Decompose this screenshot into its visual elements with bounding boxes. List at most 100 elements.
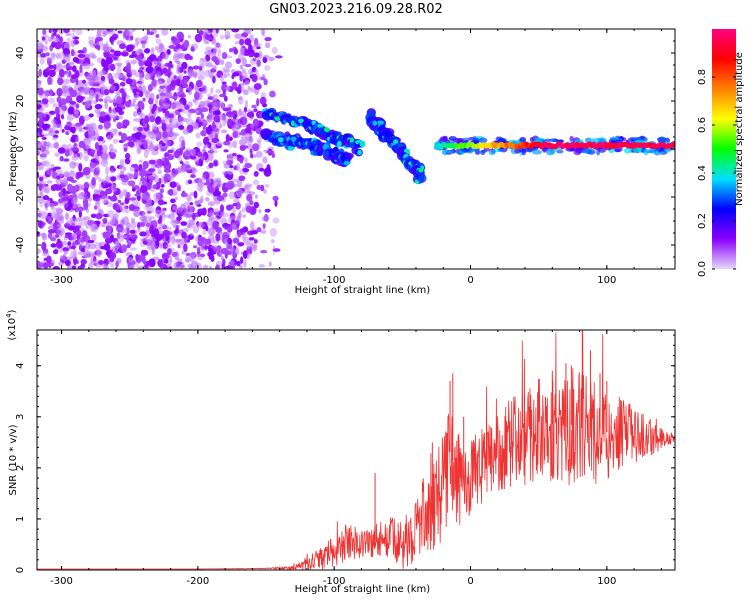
heatmap-cell xyxy=(76,234,80,241)
heatmap-cell xyxy=(114,241,119,247)
heatmap-cell xyxy=(262,223,266,229)
heatmap-cell xyxy=(100,223,106,228)
heatmap-cell xyxy=(161,29,169,36)
heatmap-cell xyxy=(253,179,259,185)
heatmap-cell xyxy=(70,218,77,227)
heatmap-cell xyxy=(186,224,191,229)
x-tick-label: 100 xyxy=(597,275,616,286)
heatmap-cell xyxy=(68,87,74,92)
heatmap-cell xyxy=(148,216,155,220)
heatmap-cell xyxy=(64,125,71,131)
heatmap-cell xyxy=(252,154,257,158)
heatmap-cell xyxy=(78,208,86,212)
heatmap-cell xyxy=(223,73,228,79)
heatmap-cell xyxy=(275,55,283,59)
heatmap-cell xyxy=(242,190,251,195)
heatmap-cell xyxy=(38,117,45,125)
heatmap-cell xyxy=(242,214,247,218)
heatmap-cell xyxy=(139,222,146,227)
heatmap-cell xyxy=(94,197,101,202)
heatmap-cell xyxy=(98,158,102,166)
heatmap-cell xyxy=(252,143,260,152)
y-tick-label: 40 xyxy=(15,47,26,60)
heatmap-cell xyxy=(180,192,188,198)
heatmap-cell xyxy=(103,125,108,130)
heatmap-cell xyxy=(138,60,145,67)
heatmap-cell xyxy=(158,259,164,268)
heatmap-cell xyxy=(67,241,72,246)
snr-panel: -300 -200 -100 0 100 0 1 2 3 4 Height of straight… xyxy=(5,309,676,595)
heatmap-cell xyxy=(180,41,185,45)
colorbar-ticks: 0.0 0.2 0.4 0.6 0.8 xyxy=(697,69,736,277)
heatmap-cell xyxy=(141,212,146,216)
heatmap-cell xyxy=(336,140,342,148)
heatmap-cell xyxy=(185,167,191,172)
heatmap-cell xyxy=(188,253,195,262)
heatmap-cell xyxy=(144,115,150,124)
heatmap-cell xyxy=(417,173,427,183)
heatmap-cell xyxy=(96,163,100,172)
x-tick-label: 0 xyxy=(467,576,473,587)
heatmap-cell xyxy=(140,134,146,139)
heatmap-cell xyxy=(100,159,109,167)
heatmap-cell xyxy=(128,256,133,262)
heatmap-cell xyxy=(77,222,83,227)
heatmap-cell xyxy=(233,123,239,129)
heatmap-cell xyxy=(219,74,225,83)
heatmap-cell xyxy=(58,219,65,224)
heatmap-cell xyxy=(215,89,222,94)
heatmap-cell xyxy=(180,221,188,226)
heatmap-cell xyxy=(210,102,218,106)
heatmap-cell xyxy=(102,30,110,35)
heatmap-cell xyxy=(55,234,59,238)
heatmap-cell xyxy=(122,143,129,150)
heatmap-cell xyxy=(182,227,190,233)
heatmap-cell xyxy=(236,179,243,188)
heatmap-cell xyxy=(144,74,151,81)
heatmap-cell xyxy=(480,149,488,153)
colorbar-gradient xyxy=(712,29,736,269)
heatmap-cell xyxy=(444,150,455,154)
heatmap-cell xyxy=(244,157,248,164)
heatmap-cell xyxy=(84,99,91,109)
heatmap-cell xyxy=(135,139,143,146)
heatmap-cell xyxy=(258,167,265,172)
heatmap-cell xyxy=(37,79,42,85)
heatmap-cell xyxy=(478,137,488,144)
heatmap-cell xyxy=(80,259,88,265)
heatmap-cell xyxy=(185,255,190,263)
heatmap-cell xyxy=(127,180,136,187)
heatmap-cell xyxy=(71,265,77,269)
heatmap-cell xyxy=(112,138,119,144)
heatmap-cell xyxy=(157,130,164,139)
heatmap-cell xyxy=(70,39,76,48)
heatmap-cell xyxy=(264,208,271,213)
heatmap-cell xyxy=(544,138,552,143)
heatmap-cell xyxy=(62,177,66,183)
heatmap-cell xyxy=(165,244,172,248)
heatmap-cell xyxy=(126,136,134,142)
heatmap-cell xyxy=(83,115,91,121)
heatmap-cell xyxy=(101,152,109,161)
heatmap-cell xyxy=(241,57,247,67)
heatmap-cell xyxy=(71,253,78,260)
heatmap-cell xyxy=(153,256,160,261)
heatmap-cell xyxy=(57,147,66,154)
heatmap-cell xyxy=(103,52,110,59)
heatmap-cell xyxy=(54,41,62,50)
heatmap-cell xyxy=(105,114,110,123)
heatmap-cell xyxy=(242,116,248,125)
heatmap-cell xyxy=(184,147,192,157)
heatmap-cell xyxy=(58,51,65,60)
heatmap-cell xyxy=(632,146,643,153)
heatmap-cell xyxy=(208,234,215,240)
heatmap-cell xyxy=(154,98,159,106)
heatmap-cell xyxy=(83,154,89,162)
heatmap-cell xyxy=(207,152,214,162)
heatmap-cell xyxy=(70,49,75,57)
heatmap-cell xyxy=(231,81,238,89)
heatmap-cell xyxy=(61,240,68,246)
heatmap-cell xyxy=(174,167,182,174)
heatmap-cell xyxy=(192,98,197,103)
